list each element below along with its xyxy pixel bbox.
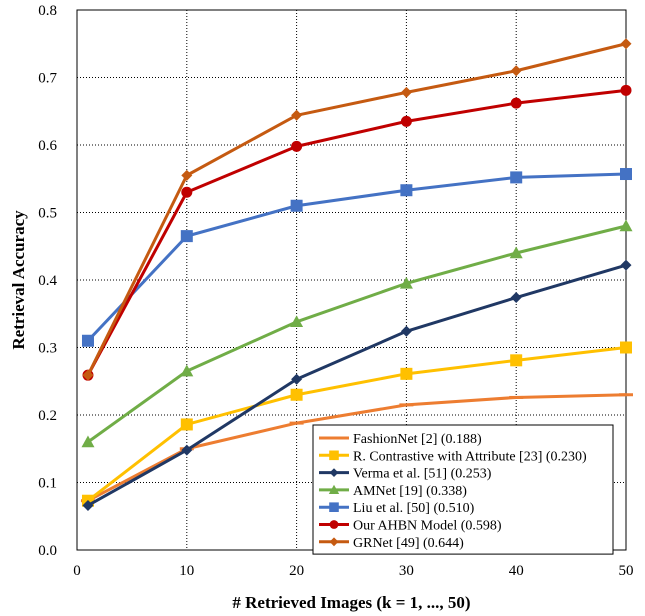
y-tick-label: 0.0 <box>38 543 57 559</box>
legend-entry: Our AHBN Model (0.598) <box>319 519 502 534</box>
series-line <box>86 42 627 376</box>
data-point <box>328 484 340 495</box>
series <box>80 393 633 503</box>
data-point <box>329 468 339 477</box>
data-point <box>400 184 413 197</box>
data-point <box>290 388 303 401</box>
x-tick-label: 30 <box>399 563 414 579</box>
legend: FashionNet [2] (0.188) R. Contrastive wit… <box>312 424 614 555</box>
y-axis: 0.0 0.1 0.2 0.3 0.4 0.5 0.6 0.7 0.8 <box>38 3 57 559</box>
series <box>81 168 632 347</box>
x-tick-label: 10 <box>179 563 194 579</box>
data-point <box>400 367 413 380</box>
data-point <box>400 115 412 127</box>
x-axis-title: # Retrieved Images (k = 1, ..., 50) <box>232 593 470 612</box>
legend-entry: FashionNet [2] (0.188) <box>319 432 482 447</box>
data-point <box>329 450 339 461</box>
y-tick-label: 0.5 <box>38 206 57 222</box>
data-point <box>181 186 193 198</box>
legend-entry: AMNet [19] (0.338) <box>319 484 467 499</box>
series-line <box>87 224 627 444</box>
legend-entry: Verma et al. [51] (0.253) <box>319 467 492 482</box>
data-point <box>509 246 523 259</box>
series-line <box>86 88 627 376</box>
data-point <box>82 499 94 511</box>
x-tick-label: 40 <box>509 563 524 579</box>
series <box>82 259 632 511</box>
x-tick-label: 20 <box>289 563 304 579</box>
legend-label: Liu et al. [50] (0.510) <box>353 501 475 516</box>
data-point <box>329 502 339 512</box>
y-tick-label: 0.3 <box>38 341 57 357</box>
y-tick-label: 0.4 <box>38 273 57 289</box>
series-line <box>87 346 627 502</box>
y-axis-title: Retrieval Accuracy <box>9 210 28 350</box>
y-tick-label: 0.7 <box>38 71 57 87</box>
data-point <box>620 259 632 271</box>
legend-box <box>312 424 614 555</box>
data-point <box>291 140 303 152</box>
data-point <box>82 369 94 381</box>
data-point <box>620 38 632 50</box>
data-point <box>329 537 339 547</box>
data-point <box>620 341 632 354</box>
legend-label: FashionNet [2] (0.188) <box>353 432 482 447</box>
data-point <box>510 354 523 367</box>
legend-label: Our AHBN Model (0.598) <box>353 519 502 534</box>
series-layer <box>80 38 633 511</box>
data-point <box>81 334 94 347</box>
data-point <box>180 418 193 431</box>
data-point <box>400 325 412 337</box>
y-tick-label: 0.6 <box>38 138 57 154</box>
data-point <box>399 276 413 289</box>
data-point <box>400 86 412 98</box>
series-line <box>86 172 627 342</box>
data-point <box>510 65 522 77</box>
data-point <box>290 199 303 212</box>
y-tick-label: 0.1 <box>38 476 57 492</box>
legend-label: Verma et al. [51] (0.253) <box>353 467 492 482</box>
data-point <box>291 109 303 121</box>
data-point <box>181 444 193 456</box>
legend-label: GRNet [49] (0.644) <box>353 536 464 551</box>
legend-entry: Liu et al. [50] (0.510) <box>319 501 475 516</box>
data-point <box>510 171 523 184</box>
data-point <box>181 169 193 181</box>
data-point <box>81 435 95 448</box>
series <box>82 38 632 381</box>
x-tick-label: 0 <box>73 563 81 579</box>
series-line <box>87 263 627 507</box>
data-point <box>290 315 304 328</box>
data-point <box>510 292 522 304</box>
series-line <box>87 393 627 503</box>
data-point <box>180 364 194 377</box>
data-point <box>180 230 193 243</box>
series <box>81 219 633 448</box>
legend-entry: R. Contrastive with Attribute [23] (0.23… <box>319 449 587 464</box>
data-point <box>329 520 339 529</box>
x-axis: 0 10 20 30 40 50 <box>73 563 633 579</box>
data-point <box>291 373 303 385</box>
legend-label: AMNet [19] (0.338) <box>353 484 467 499</box>
data-point <box>510 97 522 109</box>
data-point <box>619 219 633 232</box>
y-tick-label: 0.8 <box>38 3 57 19</box>
series <box>82 84 632 381</box>
data-point <box>620 84 632 96</box>
data-point <box>620 168 632 181</box>
y-tick-label: 0.2 <box>38 408 57 424</box>
legend-entry: GRNet [49] (0.644) <box>319 536 464 551</box>
x-tick-label: 50 <box>619 563 634 579</box>
legend-label: R. Contrastive with Attribute [23] (0.23… <box>353 449 587 464</box>
